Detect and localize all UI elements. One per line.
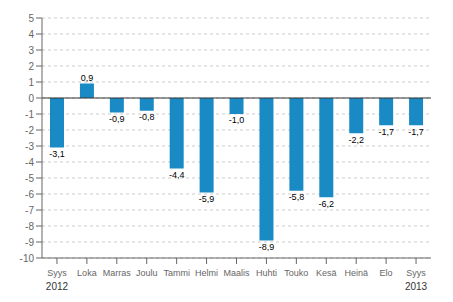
svg-text:-5,9: -5,9 (199, 194, 215, 204)
svg-text:Heinä: Heinä (344, 268, 368, 278)
svg-text:-4: -4 (25, 157, 34, 168)
svg-text:-8: -8 (25, 221, 34, 232)
svg-text:-2: -2 (25, 125, 34, 136)
svg-text:-0,9: -0,9 (109, 114, 125, 124)
svg-text:-3,1: -3,1 (49, 149, 65, 159)
svg-text:-1: -1 (25, 109, 34, 120)
svg-text:Marras: Marras (103, 268, 132, 278)
svg-text:Syys: Syys (47, 268, 67, 278)
svg-text:Loka: Loka (77, 268, 97, 278)
svg-text:-5,8: -5,8 (289, 192, 305, 202)
svg-text:2013: 2013 (405, 281, 428, 292)
svg-text:2012: 2012 (46, 281, 69, 292)
svg-text:2: 2 (28, 61, 34, 72)
svg-text:Maalis: Maalis (223, 268, 250, 278)
svg-text:Tammi: Tammi (163, 268, 190, 278)
svg-text:5: 5 (28, 13, 34, 24)
svg-text:-7: -7 (25, 205, 34, 216)
svg-text:1: 1 (28, 77, 34, 88)
svg-text:-2,2: -2,2 (348, 135, 364, 145)
svg-text:0: 0 (28, 93, 34, 104)
svg-text:-4,4: -4,4 (169, 170, 185, 180)
svg-text:0,9: 0,9 (81, 73, 94, 83)
svg-text:3: 3 (28, 45, 34, 56)
svg-text:-6: -6 (25, 189, 34, 200)
svg-text:Syys: Syys (406, 268, 426, 278)
svg-text:-1,7: -1,7 (378, 127, 394, 137)
svg-text:-3: -3 (25, 141, 34, 152)
svg-text:-10: -10 (20, 253, 35, 264)
svg-text:-8,9: -8,9 (259, 242, 275, 252)
svg-text:-1,0: -1,0 (229, 115, 245, 125)
svg-text:Helmi: Helmi (195, 268, 218, 278)
svg-text:-1,7: -1,7 (408, 127, 424, 137)
svg-text:-6,2: -6,2 (319, 199, 335, 209)
svg-text:Huhti: Huhti (256, 268, 277, 278)
svg-text:Kesä: Kesä (316, 268, 337, 278)
svg-text:-5: -5 (25, 173, 34, 184)
svg-text:4: 4 (28, 29, 34, 40)
svg-text:-9: -9 (25, 237, 34, 248)
svg-text:Elo: Elo (380, 268, 393, 278)
svg-text:-0,8: -0,8 (139, 112, 155, 122)
svg-text:Joulu: Joulu (136, 268, 158, 278)
svg-text:Touko: Touko (284, 268, 308, 278)
